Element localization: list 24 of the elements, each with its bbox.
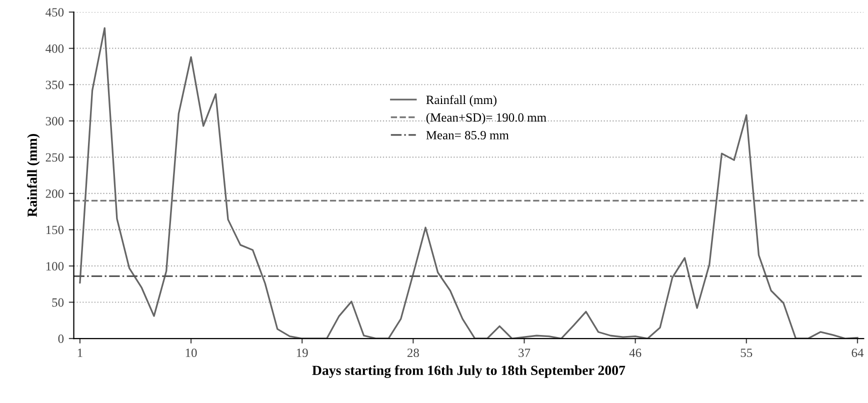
y-tick-label: 400 (46, 44, 64, 53)
x-tick-label: 55 (740, 348, 752, 358)
line-series (79, 27, 858, 339)
y-tick-label: 0 (58, 334, 64, 343)
y-axis-title: Rainfall (mm) (27, 134, 40, 217)
x-tick-label: 28 (407, 348, 419, 358)
legend-label: (Mean+SD)= 190.0 mm (426, 112, 546, 124)
x-tick-label: 10 (186, 348, 197, 358)
y-tick-label: 50 (52, 298, 64, 307)
y-tick-label: 350 (46, 80, 64, 90)
x-axis-title: Days starting from 16th July to 18th September 2007 (312, 365, 626, 378)
legend-label: Rainfall (mm) (426, 95, 496, 107)
y-tick-label: 450 (46, 8, 64, 17)
x-tick-label: 19 (296, 348, 308, 358)
x-tick-label: 37 (518, 348, 530, 358)
x-tick-label: 46 (629, 348, 642, 358)
x-tick-label: 64 (852, 348, 864, 358)
legend-label: Mean= 85.9 mm (426, 130, 509, 140)
y-tick-label: 300 (46, 116, 64, 126)
y-tick-label: 250 (46, 153, 64, 162)
y-tick-label: 200 (46, 189, 64, 198)
y-tick-label: 100 (46, 262, 64, 270)
x-tick-label: 1 (78, 348, 82, 357)
y-tick-label: 150 (46, 226, 64, 234)
